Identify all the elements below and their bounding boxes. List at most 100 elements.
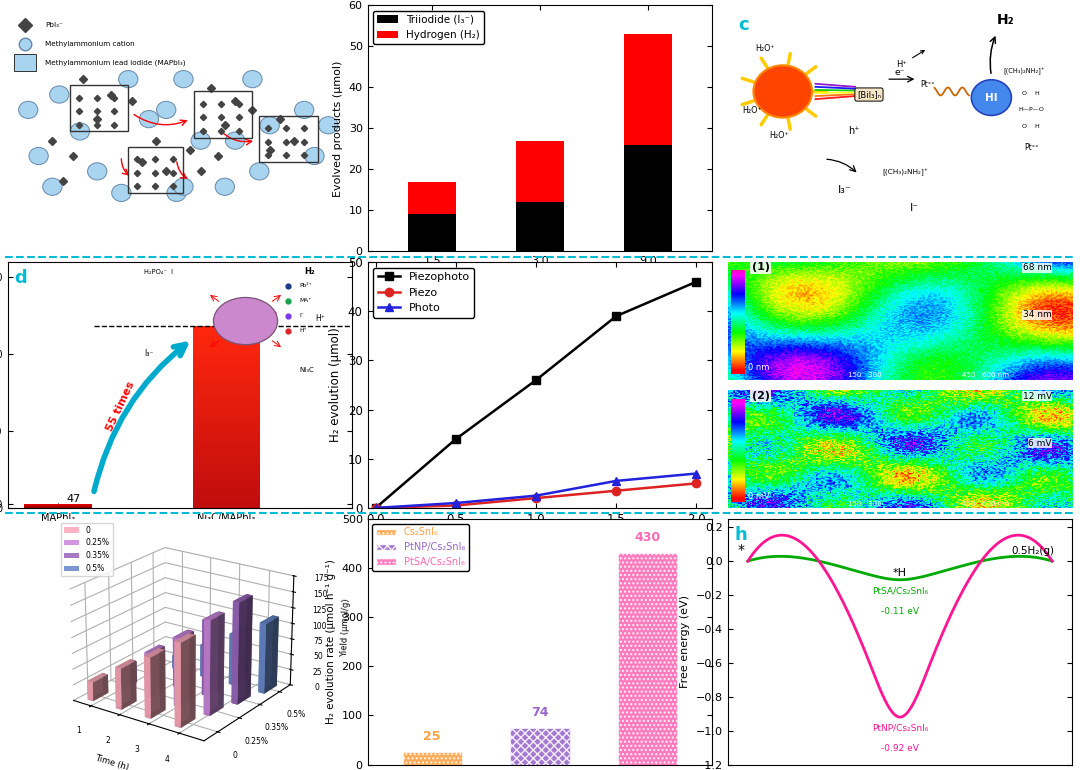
Bar	[192, 479, 260, 480]
Text: 6 mV: 6 mV	[1028, 439, 1052, 447]
Bar	[192, 455, 260, 456]
Bar	[192, 390, 260, 392]
Text: 55 times: 55 times	[105, 380, 136, 433]
Bar	[192, 454, 260, 455]
Bar	[192, 381, 260, 382]
Bar	[192, 458, 260, 460]
Bar	[192, 490, 260, 491]
Bar	[192, 392, 260, 393]
Circle shape	[249, 162, 269, 180]
Bar	[192, 376, 260, 377]
Bar	[192, 450, 260, 451]
Bar	[192, 365, 260, 367]
Line: Photo: Photo	[372, 470, 701, 512]
Circle shape	[305, 147, 324, 165]
Circle shape	[260, 116, 280, 134]
Circle shape	[29, 147, 49, 165]
Text: 25: 25	[423, 731, 441, 744]
Bar	[192, 439, 260, 440]
Bar	[192, 375, 260, 376]
Bar	[192, 483, 260, 484]
Bar	[192, 329, 260, 330]
Bar	[192, 384, 260, 386]
Bar	[192, 328, 260, 329]
Bar	[192, 473, 260, 474]
Text: -0.11 eV: -0.11 eV	[881, 607, 919, 616]
Bar	[192, 379, 260, 380]
Bar	[192, 331, 260, 333]
Bar	[192, 405, 260, 407]
Bar	[192, 373, 260, 375]
Circle shape	[174, 178, 193, 196]
Bar	[192, 468, 260, 469]
Text: 450   600 nm: 450 600 nm	[962, 372, 1009, 378]
Y-axis label: Free energy (eV): Free energy (eV)	[680, 595, 690, 688]
Bar	[192, 407, 260, 409]
Bar	[192, 394, 260, 396]
Circle shape	[191, 132, 211, 149]
Bar	[192, 456, 260, 457]
Bar	[192, 388, 260, 390]
Bar	[192, 371, 260, 373]
Circle shape	[319, 116, 338, 134]
Bar	[192, 339, 260, 340]
Bar	[192, 432, 260, 433]
Piezophoto	[610, 312, 623, 321]
Text: 150   300: 150 300	[848, 500, 882, 507]
Text: H⁺: H⁺	[896, 51, 924, 69]
Bar	[192, 469, 260, 470]
Bar	[192, 342, 260, 343]
Text: [BiI₃]ₙ: [BiI₃]ₙ	[856, 90, 881, 99]
Bar	[192, 383, 260, 384]
Bar	[192, 491, 260, 492]
Legend: Triiodide (I₃⁻), Hydrogen (H₂): Triiodide (I₃⁻), Hydrogen (H₂)	[373, 11, 484, 44]
Circle shape	[971, 80, 1011, 116]
Bar	[192, 350, 260, 352]
Legend: Cs₂SnI₆, PtNP/Cs₂SnI₆, PtSA/Cs₂SnI₆: Cs₂SnI₆, PtNP/Cs₂SnI₆, PtSA/Cs₂SnI₆	[373, 524, 469, 571]
Bar	[192, 489, 260, 490]
Text: h: h	[734, 526, 747, 544]
Text: (2): (2)	[752, 390, 770, 400]
Bar	[192, 415, 260, 416]
Text: H₂: H₂	[997, 13, 1014, 27]
Bar	[192, 370, 260, 371]
Bar	[192, 411, 260, 413]
Bar	[192, 345, 260, 346]
Piezophoto	[369, 504, 382, 513]
Bar	[511, 728, 569, 765]
Text: O    H: O H	[1022, 124, 1040, 129]
Bar	[192, 427, 260, 428]
Circle shape	[87, 162, 107, 180]
Bar	[192, 341, 260, 342]
Text: 68 nm: 68 nm	[1023, 263, 1052, 273]
Text: Ptˣˣ: Ptˣˣ	[920, 80, 935, 89]
Photo	[690, 469, 703, 478]
Bar	[408, 182, 457, 214]
Bar	[192, 416, 260, 417]
Bar	[192, 433, 260, 434]
Bar	[192, 440, 260, 441]
Bar	[192, 400, 260, 401]
Bar	[192, 504, 260, 506]
Text: H—P—O: H—P—O	[1018, 108, 1044, 112]
Bar	[192, 474, 260, 475]
Bar	[192, 369, 260, 370]
Circle shape	[139, 111, 159, 128]
Text: [(CH₃)₂NH₂]⁺: [(CH₃)₂NH₂]⁺	[1003, 67, 1045, 75]
Bar	[14, 54, 36, 71]
Bar	[192, 500, 260, 502]
Bar	[192, 451, 260, 452]
Bar	[192, 340, 260, 341]
Bar	[192, 360, 260, 362]
Bar	[192, 428, 260, 430]
Bar	[192, 417, 260, 418]
Y-axis label: Evolved products (μmol): Evolved products (μmol)	[333, 60, 343, 196]
Circle shape	[157, 102, 176, 119]
Text: d: d	[14, 270, 27, 287]
Bar	[192, 403, 260, 404]
Bar	[192, 352, 260, 353]
Bar	[192, 470, 260, 472]
Text: [(CH₃)₂NH₂]⁺: [(CH₃)₂NH₂]⁺	[882, 169, 929, 176]
Bar	[259, 116, 318, 162]
Bar	[192, 430, 260, 432]
